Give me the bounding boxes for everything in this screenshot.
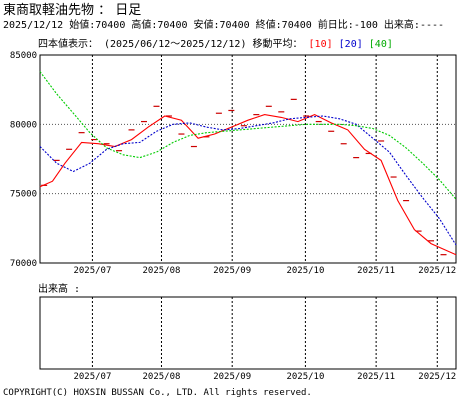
chart-legend: 四本値表示： (2025/06/12～2025/12/12) 移動平均： [10…: [38, 38, 393, 51]
volume-x-tick-label: 2025/12: [418, 372, 456, 382]
volume-label: 出来高 :: [38, 284, 81, 295]
page-title: 東商取軽油先物 ： 日足: [3, 3, 142, 18]
y-tick-label: 85000: [10, 51, 37, 61]
volume-x-tick-label: 2025/11: [357, 372, 395, 382]
legend-ma20: [20]: [338, 39, 363, 50]
volume-x-tick-label: 2025/07: [73, 372, 111, 382]
x-tick-label: 2025/08: [143, 266, 181, 276]
x-tick-label: 2025/12: [418, 266, 456, 276]
series-line-ma20: [39, 115, 457, 246]
legend-ma10: [10]: [308, 39, 333, 50]
x-tick-label: 2025/11: [357, 266, 395, 276]
legend-ma40: [40]: [368, 39, 393, 50]
volume-x-tick-label: 2025/10: [286, 372, 324, 382]
price-panel-frame: [39, 54, 457, 264]
x-tick-label: 2025/10: [286, 266, 324, 276]
quote-line: 2025/12/12 始値:70400 高値:70400 安値:70400 終値…: [3, 20, 445, 31]
legend-prefix: 四本値表示： (2025/06/12～2025/12/12) 移動平均：: [38, 39, 303, 50]
copyright: COPYRIGHT(C) HOXSIN BUSSAN Co., LTD. All…: [3, 388, 312, 398]
y-tick-label: 70000: [10, 259, 37, 269]
volume-x-tick-label: 2025/08: [143, 372, 181, 382]
x-tick-label: 2025/09: [213, 266, 251, 276]
series-line-ma40: [39, 71, 457, 200]
volume-x-tick-label: 2025/09: [213, 372, 251, 382]
series-line-ma10: [39, 113, 457, 256]
y-tick-label: 80000: [10, 120, 37, 130]
x-tick-label: 2025/07: [73, 266, 111, 276]
volume-panel-frame: [39, 296, 457, 370]
y-tick-label: 75000: [10, 190, 37, 200]
